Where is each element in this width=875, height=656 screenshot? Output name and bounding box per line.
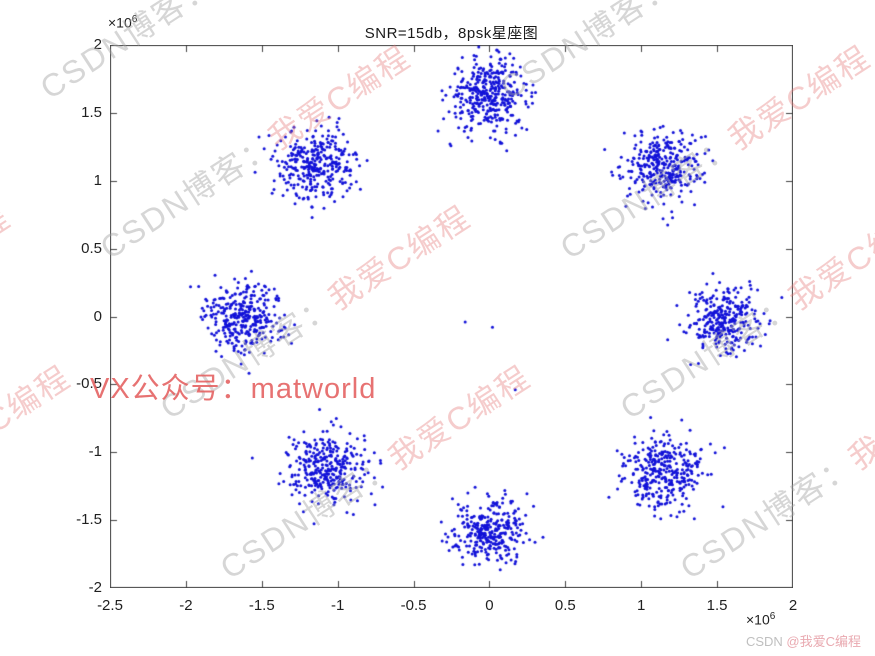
x-tick-label: 2 bbox=[788, 597, 798, 614]
x-tick-label: -1 bbox=[330, 597, 345, 614]
scatter-canvas bbox=[110, 45, 793, 588]
x-tick-label: 1.5 bbox=[706, 597, 728, 614]
y-tick-label: 1.5 bbox=[81, 103, 102, 121]
vx-watermark-text: VX公众号：matworld bbox=[90, 373, 377, 405]
credit-watermark: CSDN @我爱C编程 bbox=[746, 631, 861, 650]
plot-area bbox=[110, 45, 793, 588]
x-tick-label: -0.5 bbox=[400, 597, 427, 614]
chart-title: SNR=15db，8psk星座图 bbox=[364, 25, 539, 42]
y-tick-label: 0.5 bbox=[81, 239, 102, 257]
x-tick-label: 0 bbox=[485, 597, 494, 614]
x-axis-exponent-label: ×106 bbox=[746, 611, 775, 628]
credit-watermark-site: CSDN bbox=[745, 634, 787, 649]
watermark-tile-author: 我爱C编程 bbox=[782, 198, 875, 317]
x-tick-label: 1 bbox=[637, 597, 646, 614]
y-tick-label: 1 bbox=[93, 171, 102, 189]
y-tick-label: -1 bbox=[88, 443, 102, 461]
x-axis-exponent-power: 6 bbox=[769, 611, 776, 622]
credit-watermark-author: @我爱C编程 bbox=[786, 634, 861, 649]
y-axis-exponent-base: ×10 bbox=[108, 14, 132, 31]
watermark-tile-author: 我爱C编程 bbox=[842, 358, 875, 477]
y-axis-exponent-power: 6 bbox=[131, 14, 138, 25]
x-axis-exponent-base: ×10 bbox=[746, 611, 770, 628]
y-tick-label: 2 bbox=[93, 36, 102, 53]
x-tick-label: -2 bbox=[179, 597, 193, 614]
x-tick-label: -1.5 bbox=[248, 597, 275, 614]
y-tick-label: -0.5 bbox=[76, 375, 102, 393]
x-tick-label: 0.5 bbox=[554, 597, 576, 614]
x-tick-label: -2.5 bbox=[97, 597, 123, 614]
y-tick-label: -1.5 bbox=[76, 511, 102, 529]
y-axis-exponent-label: ×106 bbox=[108, 14, 137, 31]
watermark-tile-author: 我爱C编程 bbox=[0, 198, 17, 317]
y-tick-label: 0 bbox=[93, 307, 102, 325]
y-tick-label: -2 bbox=[88, 579, 102, 596]
